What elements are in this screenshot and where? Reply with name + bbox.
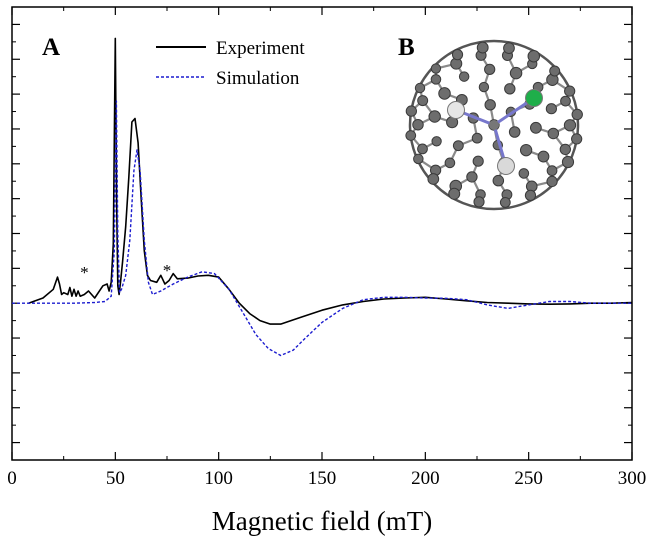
carbon-atom — [417, 143, 428, 155]
carbon-atom — [503, 42, 515, 55]
carbon-atom — [549, 65, 561, 77]
carbon-atom — [473, 196, 485, 208]
panel-label-b: B — [398, 34, 415, 61]
carbon-atom — [504, 83, 516, 95]
x-tick-label: 250 — [514, 468, 543, 489]
carbon-atom — [413, 153, 424, 165]
x-tick-label: 50 — [106, 468, 125, 489]
x-tick-label: 100 — [204, 468, 233, 489]
white-atom — [447, 101, 465, 119]
carbon-atom — [476, 41, 489, 54]
x-tick-label: 300 — [618, 468, 647, 489]
carbon-atom — [484, 63, 496, 75]
carbon-atom — [412, 118, 424, 131]
panel-label-a: A — [42, 34, 60, 61]
carbon-atom — [527, 49, 541, 63]
carbon-atom — [545, 103, 557, 115]
central-atom — [489, 120, 499, 130]
x-axis: 0 50 100 150 200 250 300 — [7, 7, 646, 489]
carbon-atom — [564, 85, 576, 97]
carbon-atom — [492, 174, 505, 187]
asterisk-annotation: * — [163, 261, 172, 280]
carbon-atom — [559, 143, 571, 156]
x-tick-label: 200 — [411, 468, 440, 489]
cage-outline — [408, 39, 580, 211]
carbon-atom — [537, 150, 550, 163]
x-axis-title: Magnetic field (mT) — [212, 506, 432, 536]
plot-area-border — [11, 6, 633, 461]
carbon-atom — [448, 187, 461, 200]
carbon-atom — [563, 119, 577, 132]
carbon-atom — [452, 140, 464, 152]
x-tick-label: 0 — [7, 468, 17, 489]
carbon-atom — [428, 110, 441, 123]
carbon-atom — [524, 189, 537, 202]
carbon-atom — [430, 74, 442, 85]
carbon-atom — [430, 63, 442, 74]
carbon-atom — [509, 66, 523, 80]
carbon-atom — [431, 136, 442, 147]
carbon-atom — [414, 82, 426, 94]
carbon-atom — [529, 121, 542, 134]
series-layer — [12, 37, 633, 357]
series-line-simulation — [12, 100, 632, 357]
carbon-atom — [444, 157, 456, 169]
carbon-atom — [571, 133, 583, 145]
green-atom — [525, 89, 543, 107]
carbon-atom — [546, 175, 558, 188]
carbon-atom — [571, 108, 583, 121]
carbon-atom — [417, 95, 429, 107]
carbon-atom — [471, 132, 483, 144]
white-atom — [497, 157, 515, 175]
carbon-atom — [499, 196, 511, 208]
carbon-atom — [405, 105, 417, 117]
carbon-atom — [518, 168, 530, 179]
x-tick-label: 150 — [308, 468, 337, 489]
carbon-atom — [546, 165, 558, 177]
series-line-experiment — [28, 37, 633, 325]
legend: Experiment Simulation — [156, 38, 305, 89]
carbon-atom — [427, 173, 440, 185]
annotation-layer: * * — [80, 261, 171, 282]
endohedral-fullerene-molecule-icon — [405, 39, 583, 211]
y-axis — [12, 6, 632, 461]
asterisk-annotation: * — [80, 263, 89, 282]
carbon-atom — [561, 155, 575, 169]
carbon-atom — [560, 95, 571, 107]
carbon-atom — [547, 127, 560, 140]
carbon-atom — [438, 87, 451, 100]
carbon-atom — [458, 71, 470, 82]
carbon-atom — [451, 49, 464, 61]
carbon-atom — [478, 81, 490, 93]
carbon-atom — [472, 155, 484, 167]
plot-frame — [11, 6, 633, 461]
carbon-atom — [519, 144, 533, 157]
carbon-atom — [405, 130, 417, 141]
carbon-atom — [484, 99, 496, 111]
legend-label-experiment: Experiment — [216, 38, 305, 59]
carbon-atom — [466, 171, 478, 183]
carbon-atom — [508, 126, 521, 138]
legend-label-simulation: Simulation — [216, 68, 300, 89]
